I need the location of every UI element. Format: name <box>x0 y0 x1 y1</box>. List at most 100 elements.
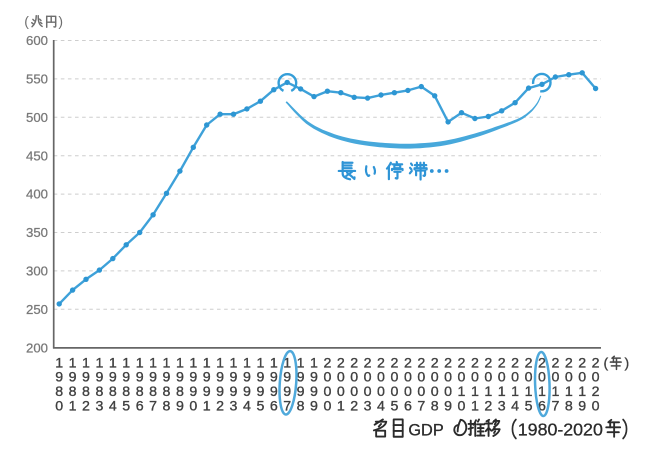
svg-text:450: 450 <box>26 148 48 163</box>
svg-text:350: 350 <box>26 225 48 240</box>
svg-text:0: 0 <box>484 370 492 386</box>
svg-text:1: 1 <box>95 355 103 371</box>
svg-text:9: 9 <box>216 384 224 400</box>
svg-text:1: 1 <box>511 384 519 400</box>
svg-text:9: 9 <box>163 370 171 386</box>
svg-text:2: 2 <box>578 355 586 371</box>
svg-text:9: 9 <box>136 370 144 386</box>
svg-text:8: 8 <box>69 384 77 400</box>
svg-text:2: 2 <box>484 398 492 414</box>
svg-text:1: 1 <box>256 355 264 371</box>
svg-text:1: 1 <box>458 384 466 400</box>
svg-text:3: 3 <box>364 398 372 414</box>
svg-text:0: 0 <box>458 370 466 386</box>
svg-text:2: 2 <box>471 355 479 371</box>
svg-text:1: 1 <box>565 384 573 400</box>
svg-text:6: 6 <box>538 398 546 414</box>
svg-text:9: 9 <box>444 398 452 414</box>
svg-text:9: 9 <box>69 370 77 386</box>
svg-text:4: 4 <box>109 398 117 414</box>
svg-text:0: 0 <box>390 370 398 386</box>
svg-text:1: 1 <box>270 355 278 371</box>
svg-text:0: 0 <box>189 398 197 414</box>
svg-text:0: 0 <box>592 398 600 414</box>
svg-text:0: 0 <box>323 398 331 414</box>
svg-text:9: 9 <box>176 370 184 386</box>
svg-text:5: 5 <box>525 398 533 414</box>
svg-text:8: 8 <box>136 384 144 400</box>
svg-text:400: 400 <box>26 187 48 202</box>
svg-text:9: 9 <box>256 384 264 400</box>
svg-text:0: 0 <box>458 398 466 414</box>
svg-text:1: 1 <box>498 384 506 400</box>
svg-text:0: 0 <box>471 370 479 386</box>
svg-text:1: 1 <box>243 355 251 371</box>
svg-text:2: 2 <box>350 398 358 414</box>
svg-text:0: 0 <box>444 384 452 400</box>
svg-text:1: 1 <box>471 384 479 400</box>
svg-text:2: 2 <box>417 355 425 371</box>
svg-text:8: 8 <box>297 398 305 414</box>
svg-text:6: 6 <box>270 398 278 414</box>
svg-text:0: 0 <box>511 370 519 386</box>
svg-text:9: 9 <box>149 370 157 386</box>
svg-text:1: 1 <box>203 355 211 371</box>
svg-text:8: 8 <box>55 384 63 400</box>
svg-text:2: 2 <box>444 355 452 371</box>
svg-text:9: 9 <box>176 398 184 414</box>
svg-text:2: 2 <box>82 398 90 414</box>
svg-text:2: 2 <box>337 355 345 371</box>
svg-text:(: ( <box>24 13 29 29</box>
svg-text:1: 1 <box>55 355 63 371</box>
svg-text:2: 2 <box>551 355 559 371</box>
svg-text:3: 3 <box>498 398 506 414</box>
svg-text:1: 1 <box>538 384 546 400</box>
svg-text:0: 0 <box>364 384 372 400</box>
svg-text:2: 2 <box>565 355 573 371</box>
svg-text:2: 2 <box>458 355 466 371</box>
svg-text:9: 9 <box>310 370 318 386</box>
svg-text:1: 1 <box>551 384 559 400</box>
svg-text:2: 2 <box>592 355 600 371</box>
svg-text:0: 0 <box>565 370 573 386</box>
svg-text:0: 0 <box>538 370 546 386</box>
svg-text:500: 500 <box>26 110 48 125</box>
svg-text:0: 0 <box>337 370 345 386</box>
svg-text:9: 9 <box>216 370 224 386</box>
svg-text:9: 9 <box>55 370 63 386</box>
svg-text:4: 4 <box>243 398 251 414</box>
svg-text:1: 1 <box>149 355 157 371</box>
svg-text:1: 1 <box>122 355 130 371</box>
svg-text:2: 2 <box>323 355 331 371</box>
svg-text:(: ( <box>604 355 609 371</box>
svg-text:2: 2 <box>390 355 398 371</box>
svg-text:1: 1 <box>189 355 197 371</box>
svg-text:1: 1 <box>297 355 305 371</box>
svg-text:0: 0 <box>431 370 439 386</box>
svg-text:0: 0 <box>377 384 385 400</box>
svg-text:2: 2 <box>511 355 519 371</box>
svg-text:0: 0 <box>444 370 452 386</box>
svg-text:1980-2020: 1980-2020 <box>518 419 603 439</box>
svg-text:8: 8 <box>95 384 103 400</box>
svg-text:9: 9 <box>310 398 318 414</box>
svg-text:9: 9 <box>230 384 238 400</box>
svg-text:9: 9 <box>243 370 251 386</box>
svg-text:9: 9 <box>82 370 90 386</box>
svg-text:0: 0 <box>498 370 506 386</box>
svg-text:0: 0 <box>417 384 425 400</box>
svg-text:1: 1 <box>471 398 479 414</box>
svg-text:9: 9 <box>230 370 238 386</box>
svg-text:2: 2 <box>216 398 224 414</box>
svg-text:9: 9 <box>189 384 197 400</box>
svg-text:9: 9 <box>189 370 197 386</box>
svg-text:0: 0 <box>417 370 425 386</box>
svg-text:8: 8 <box>82 384 90 400</box>
svg-text:8: 8 <box>176 384 184 400</box>
svg-text:5: 5 <box>256 398 264 414</box>
svg-text:0: 0 <box>390 384 398 400</box>
svg-text:1: 1 <box>216 355 224 371</box>
svg-text:2: 2 <box>350 355 358 371</box>
svg-text:1: 1 <box>484 384 492 400</box>
svg-text:550: 550 <box>26 72 48 87</box>
